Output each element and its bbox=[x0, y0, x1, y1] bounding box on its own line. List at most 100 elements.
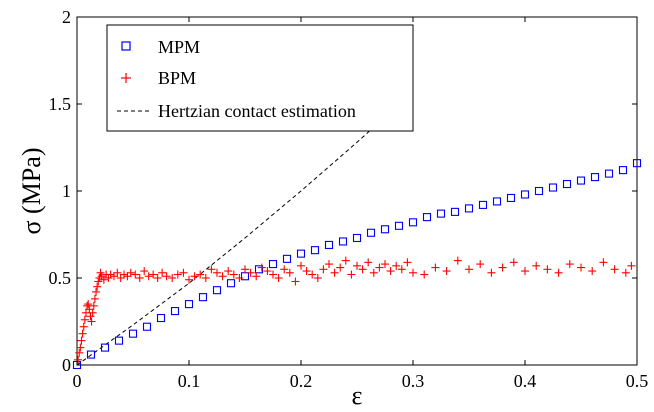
series-layer bbox=[72, 91, 642, 370]
x-tick-label: 0 bbox=[73, 371, 82, 391]
bpm-point bbox=[397, 265, 406, 274]
bpm-point bbox=[403, 258, 412, 267]
bpm-point bbox=[84, 300, 93, 309]
y-tick-label: 0.5 bbox=[49, 268, 72, 288]
mpm-point bbox=[548, 183, 558, 192]
mpm-point bbox=[114, 336, 124, 345]
bpm-point bbox=[442, 267, 451, 276]
series-hertzian-line bbox=[76, 91, 414, 366]
bpm-point bbox=[532, 261, 541, 270]
mpm-point bbox=[212, 286, 222, 295]
bpm-point bbox=[498, 263, 507, 272]
bpm-point bbox=[106, 270, 115, 279]
bpm-point bbox=[358, 265, 367, 274]
legend-label-mpm: MPM bbox=[158, 37, 200, 57]
bpm-point bbox=[263, 267, 272, 276]
y-tick-label: 0 bbox=[62, 355, 71, 375]
bpm-point bbox=[364, 258, 373, 267]
bpm-point bbox=[509, 258, 518, 267]
bpm-point bbox=[162, 272, 171, 281]
bpm-point bbox=[543, 265, 552, 274]
legend-marker-mpm bbox=[121, 41, 131, 51]
mpm-point bbox=[576, 176, 586, 185]
bpm-point bbox=[308, 270, 317, 279]
bpm-point bbox=[375, 263, 384, 272]
bpm-point bbox=[196, 270, 205, 279]
bpm-point bbox=[201, 274, 210, 282]
mpm-point bbox=[226, 279, 236, 288]
bpm-point bbox=[588, 267, 597, 276]
bpm-point bbox=[280, 265, 289, 274]
legend-marker-bpm bbox=[121, 73, 131, 83]
bpm-point bbox=[235, 274, 244, 282]
bpm-point bbox=[87, 317, 96, 326]
bpm-point bbox=[336, 263, 345, 272]
y-ticks: 0 0.5 1 1.5 2 bbox=[49, 7, 637, 375]
bpm-point bbox=[409, 268, 417, 277]
bpm-point bbox=[135, 274, 144, 282]
bpm-point bbox=[610, 265, 619, 274]
mpm-point bbox=[534, 186, 544, 196]
mpm-point bbox=[408, 218, 418, 227]
bpm-point bbox=[476, 260, 485, 269]
bpm-point bbox=[252, 272, 261, 281]
bpm-point bbox=[109, 272, 118, 281]
bpm-point bbox=[75, 348, 84, 357]
mpm-point bbox=[282, 254, 292, 263]
mpm-point bbox=[254, 265, 264, 274]
mpm-point bbox=[184, 300, 194, 309]
bpm-point bbox=[153, 274, 162, 282]
bpm-point bbox=[116, 274, 125, 282]
bpm-point bbox=[190, 272, 199, 281]
bpm-point bbox=[453, 256, 462, 265]
bpm-point bbox=[246, 268, 255, 277]
bpm-point bbox=[386, 267, 395, 276]
bpm-point bbox=[269, 270, 277, 279]
bpm-point bbox=[89, 301, 98, 310]
mpm-point bbox=[422, 213, 432, 222]
y-tick-label: 2 bbox=[62, 7, 71, 27]
mpm-point bbox=[436, 209, 446, 218]
bpm-point bbox=[207, 265, 216, 274]
bpm-point bbox=[291, 277, 300, 286]
bpm-point bbox=[123, 272, 132, 281]
bpm-point bbox=[93, 282, 102, 291]
bpm-point bbox=[96, 268, 105, 277]
bpm-point bbox=[76, 343, 85, 352]
bpm-point bbox=[257, 263, 266, 272]
bpm-point bbox=[313, 274, 322, 282]
bpm-point bbox=[274, 274, 283, 282]
legend: MPM BPM Hertzian contact estimation bbox=[106, 24, 414, 132]
mpm-point bbox=[268, 260, 278, 269]
bpm-point bbox=[565, 260, 574, 269]
bpm-point bbox=[88, 308, 97, 317]
bpm-point bbox=[149, 270, 158, 279]
bpm-point bbox=[158, 268, 167, 277]
bpm-point bbox=[381, 260, 389, 269]
x-tick-label: 0.3 bbox=[402, 371, 425, 391]
bpm-point bbox=[168, 274, 177, 282]
mpm-point bbox=[170, 307, 180, 316]
bpm-point bbox=[74, 355, 83, 364]
mpm-point bbox=[478, 200, 488, 209]
bpm-point bbox=[302, 267, 311, 276]
mpm-point bbox=[562, 179, 572, 189]
mpm-point bbox=[198, 293, 208, 302]
bpm-point bbox=[78, 329, 87, 338]
bpm-point bbox=[113, 268, 122, 277]
mpm-point bbox=[338, 237, 348, 246]
legend-box bbox=[106, 24, 414, 132]
bpm-point bbox=[353, 261, 361, 270]
bpm-point bbox=[341, 256, 350, 265]
bpm-point bbox=[90, 294, 99, 303]
x-tick-label: 0.1 bbox=[178, 371, 201, 391]
mpm-point bbox=[394, 221, 404, 230]
bpm-point bbox=[420, 270, 429, 279]
mpm-point bbox=[296, 249, 306, 258]
mpm-point bbox=[366, 228, 376, 237]
bpm-point bbox=[79, 322, 88, 331]
bpm-point bbox=[627, 261, 636, 270]
bpm-point bbox=[140, 267, 149, 276]
mpm-point bbox=[72, 360, 82, 370]
